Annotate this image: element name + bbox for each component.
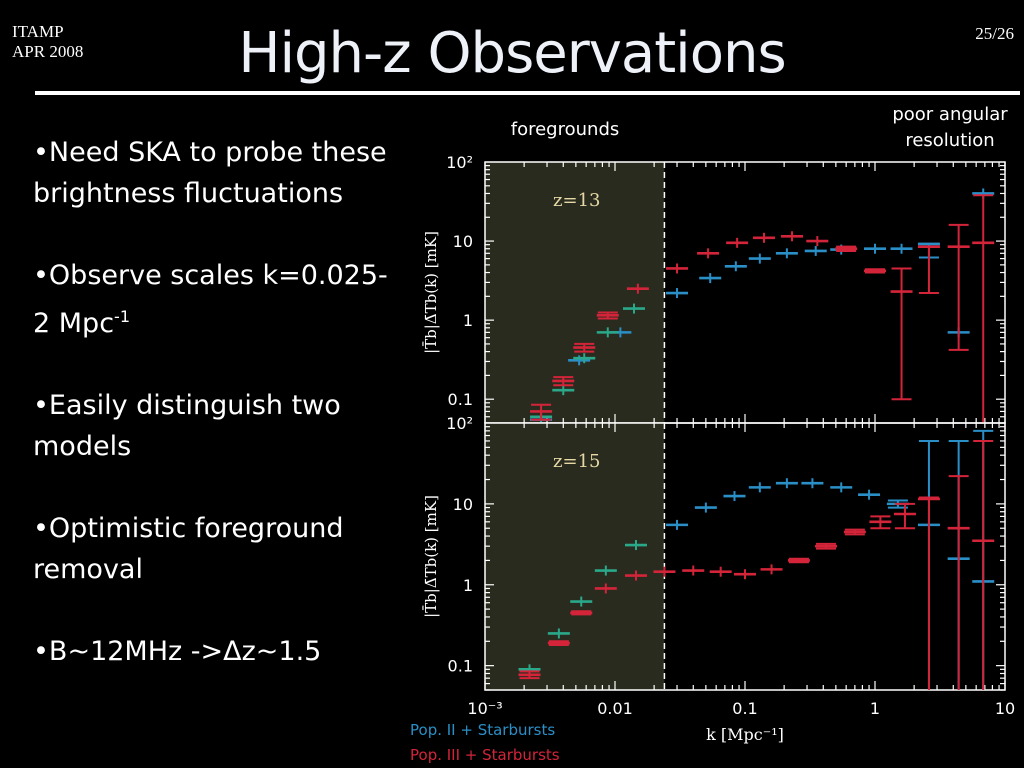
panel-label: z=13 [553,190,600,211]
foreground-band [485,162,665,423]
poor-resolution-annotation: poor angular resolution [875,102,1024,154]
y-axis-label: |T̄b|Δ̄Tb(k) [mK] [422,231,440,354]
slide-title: High-z Observations [238,21,786,86]
bullet-item: •B~12MHz ->Δz~1.5 [33,636,322,667]
y-tick-label: 10 [453,495,473,514]
title-divider [35,91,1020,95]
chart-panel-z=13: 10 1 0.1 10² |T̄b|Δ̄Tb(k) [mK] z=13 [422,153,1006,425]
foregrounds-annotation: foregrounds [510,119,620,140]
series-pop-iii-starbursts [530,194,995,423]
y-tick-label: 10² [446,414,473,433]
x-tick-label: 0.1 [732,699,757,718]
poor-resolution-line-1: poor angular [892,104,1008,125]
venue-label: ITAMP APR 2008 [12,22,83,62]
bullet-item: •Optimistic foreground removal [33,513,344,585]
x-tick-label: 10 [995,699,1015,718]
y-axis-label: |T̄b|Δ̄Tb(k) [mK] [422,495,440,618]
panel-label: z=15 [553,451,600,472]
legend-pop2: Pop. II + Starbursts [410,721,555,739]
bullet-item: •Need SKA to probe these brightness fluc… [33,137,387,209]
poor-resolution-line-2: resolution [905,130,995,151]
x-axis-label: k [Mpc⁻¹] [706,725,784,744]
x-tick-label: 1 [870,699,880,718]
y-tick-label: 1 [463,311,473,330]
series-pop-iii-starbursts [518,439,995,690]
foreground-band [485,423,665,690]
bullet-item: •Observe scales k=0.025-2 Mpc-1 [33,260,388,339]
x-tick-label: 0.01 [597,699,633,718]
y-tick-label: 0.1 [448,390,473,409]
series-green-fiducial- [530,303,645,422]
x-tick-label: 10⁻³ [467,699,502,718]
y-tick-label: 1 [463,576,473,595]
venue-line-1: ITAMP [12,22,64,41]
bullet-list: •Need SKA to probe these brightness fluc… [33,132,393,713]
legend-pop3: Pop. III + Starbursts [410,746,560,764]
page-number: 25/26 [975,24,1014,43]
bullet-item: •Easily distinguish two models [33,390,341,462]
y-tick-label: 10 [453,232,473,251]
y-tick-label: 10² [446,153,473,172]
venue-line-2: APR 2008 [12,42,84,61]
y-tick-label: 0.1 [448,657,473,676]
series-green-fiducial- [518,540,647,675]
chart-panel-z=15: 10² 10 1 0.1 |T̄b|Δ̄Tb(k) [mK] z=15 10⁻³ 0.01 0.… [422,414,1015,744]
legend: Pop. II + Starbursts Pop. III + Starburst… [410,721,560,764]
